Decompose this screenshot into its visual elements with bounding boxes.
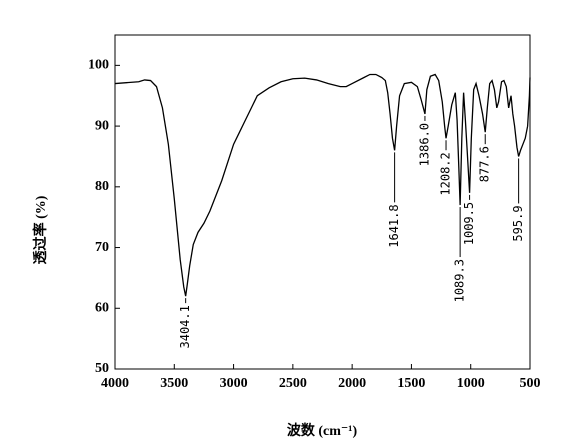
y-tick-label: 80 xyxy=(95,179,109,194)
x-tick-label: 1000 xyxy=(457,376,485,391)
annotation-label: 877.6 xyxy=(478,146,492,182)
y-tick-label: 50 xyxy=(95,361,109,376)
annotation-label: 1208.2 xyxy=(439,152,453,195)
annotation-label: 595.9 xyxy=(511,205,525,241)
x-tick-label: 2000 xyxy=(338,376,366,391)
y-tick-label: 90 xyxy=(95,118,109,133)
x-tick-label: 500 xyxy=(520,376,541,391)
spectrum-line xyxy=(114,73,531,297)
y-tick-label: 60 xyxy=(95,300,109,315)
y-tick-label: 100 xyxy=(88,58,109,73)
y-tick-label: 70 xyxy=(95,240,109,255)
annotation-label: 1009.5 xyxy=(462,202,476,245)
x-tick-label: 3000 xyxy=(220,376,248,391)
x-tick-label: 3500 xyxy=(160,376,188,391)
annotation-label: 1386.0 xyxy=(417,123,431,166)
annotation-label: 3404.1 xyxy=(178,305,192,348)
x-axis-title: 波数 (cm⁻¹) xyxy=(287,422,358,439)
x-tick-label: 1500 xyxy=(397,376,425,391)
plot-frame xyxy=(114,34,531,370)
x-tick-label: 2500 xyxy=(279,376,307,391)
x-tick-label: 4000 xyxy=(101,376,129,391)
annotation-label: 1089.3 xyxy=(453,259,467,302)
y-axis-title: 透过率 (%) xyxy=(32,195,49,264)
annotation-label: 1641.8 xyxy=(387,204,401,247)
